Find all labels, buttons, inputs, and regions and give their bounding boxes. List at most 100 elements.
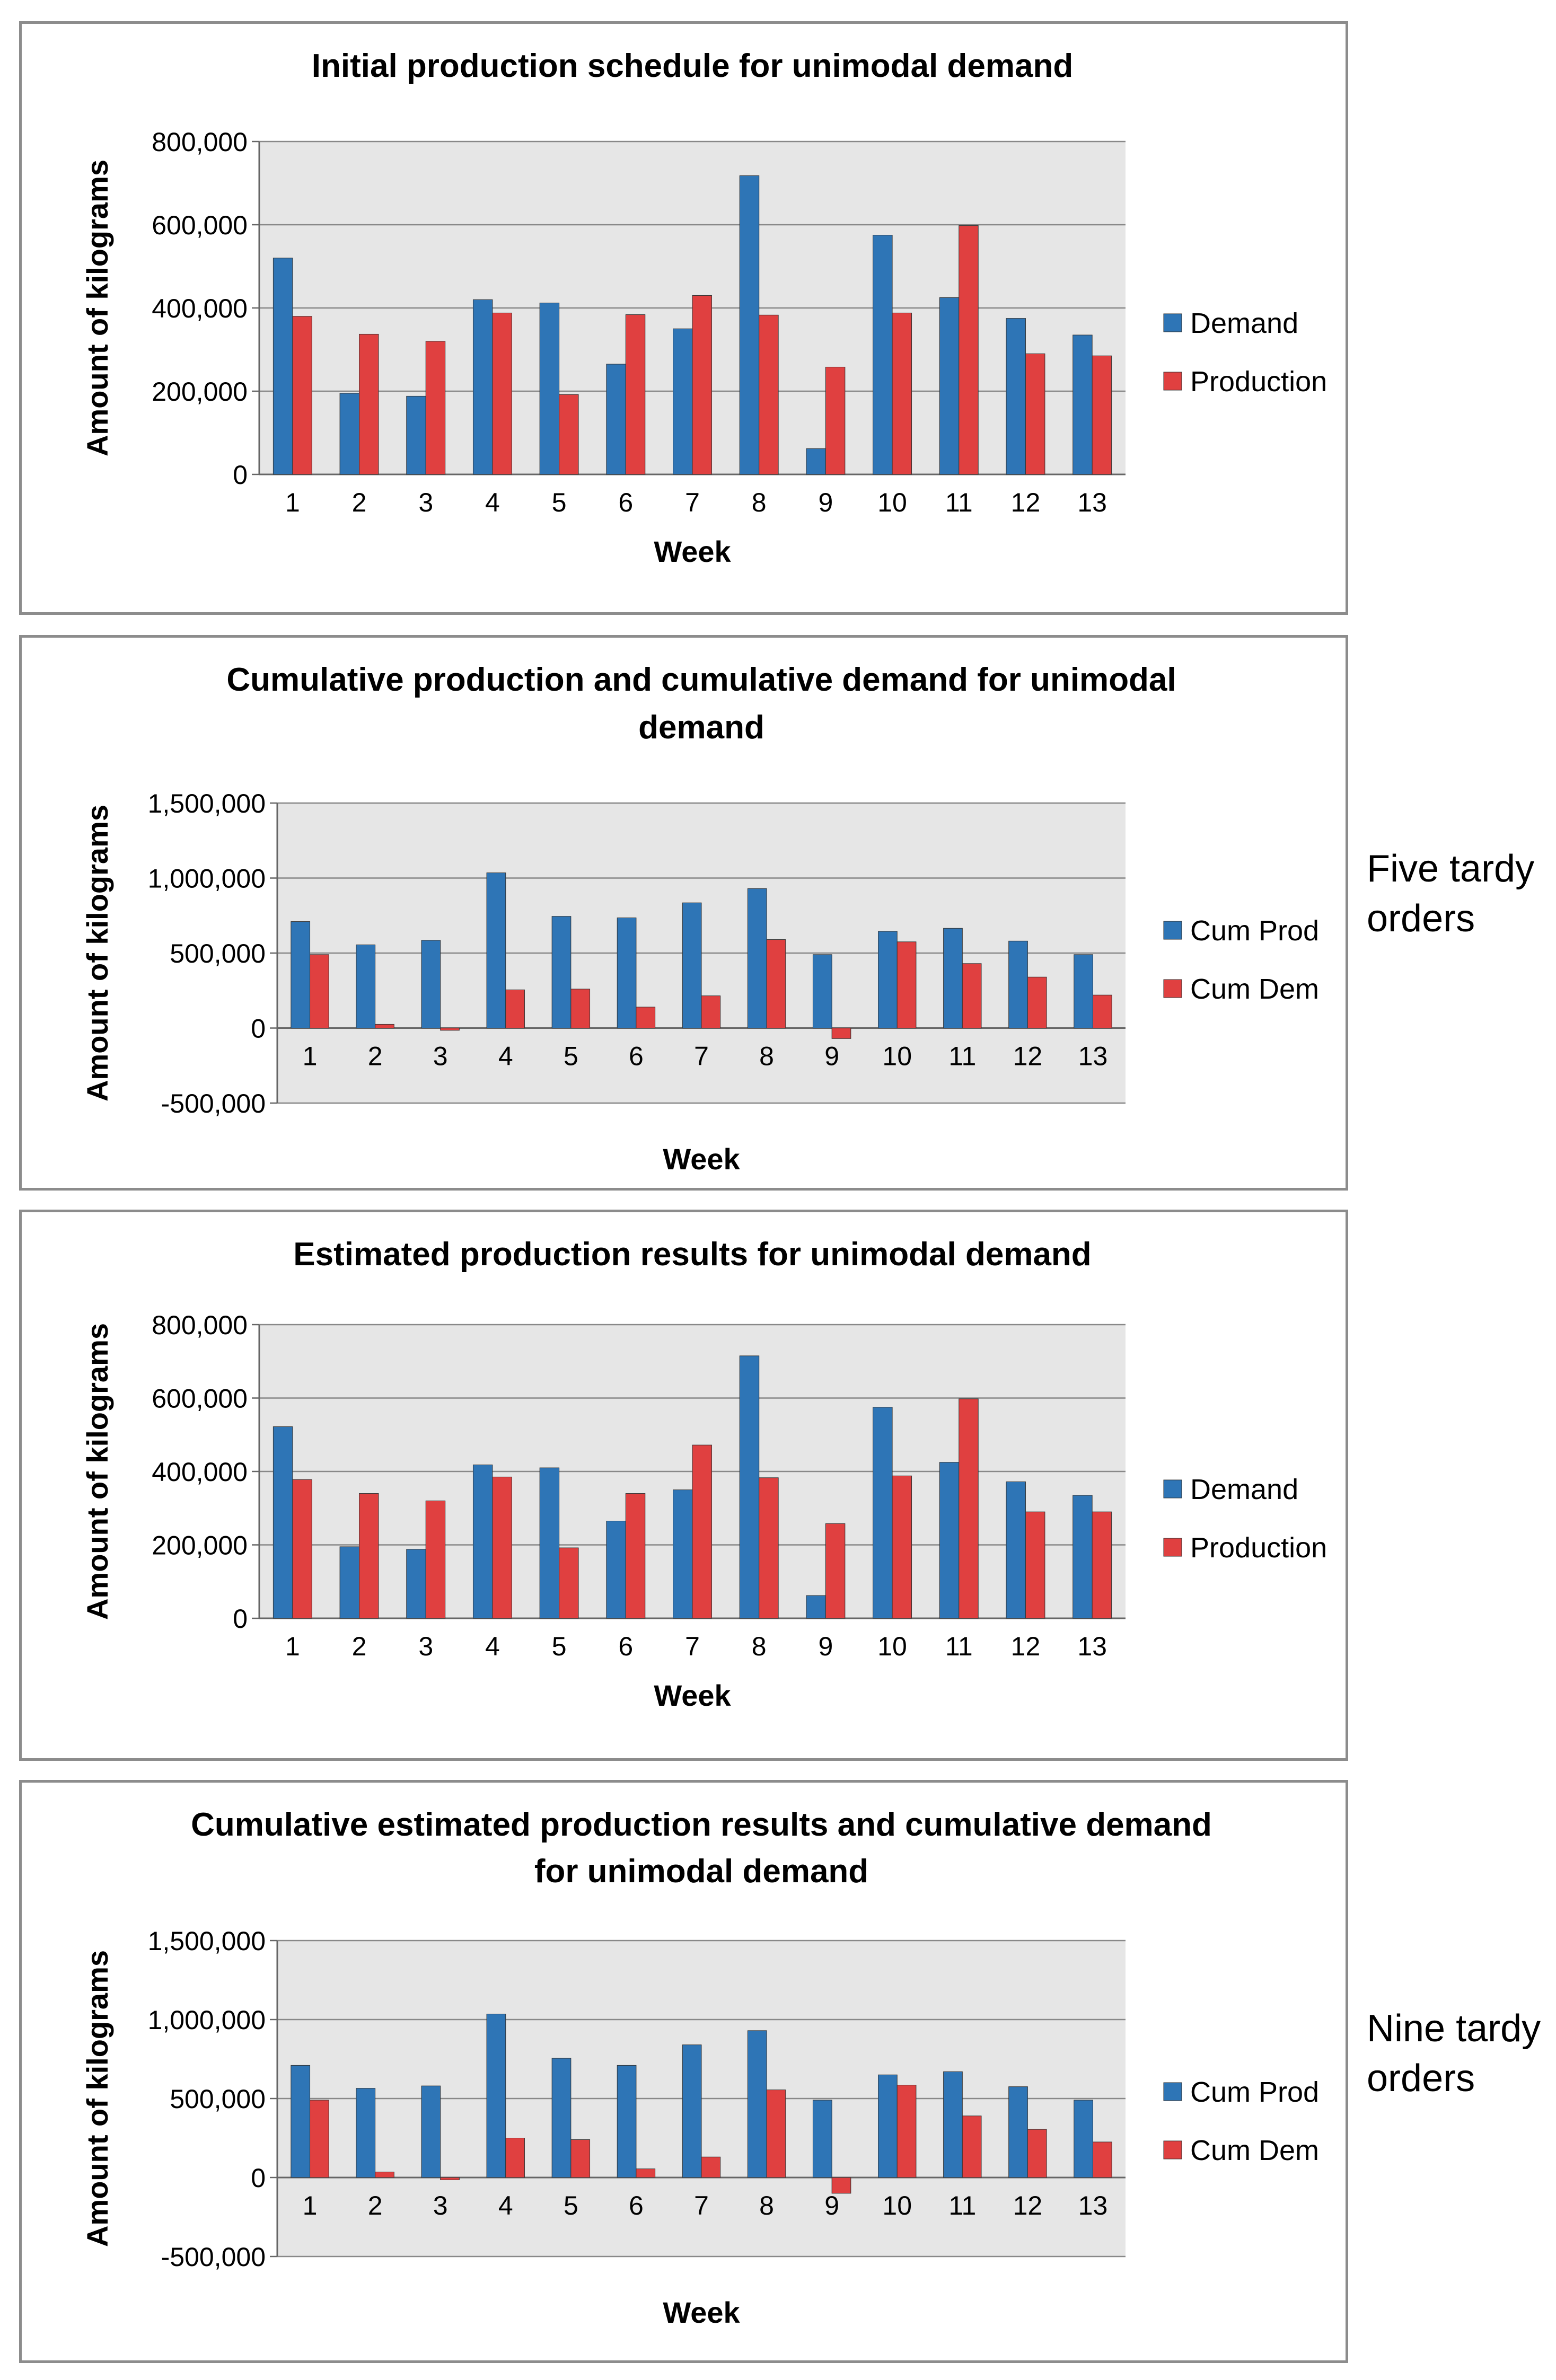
bar-demand xyxy=(339,1546,360,1619)
bar-cum-dem xyxy=(375,1024,394,1028)
bar-cum-dem xyxy=(896,2085,917,2178)
x-tick-label: 8 xyxy=(752,1632,767,1661)
bar-cum-dem xyxy=(310,954,329,1029)
x-tick-label: 2 xyxy=(352,1632,367,1661)
bar-cum-dem xyxy=(962,2115,982,2178)
chart-panel-initial-schedule: Initial production schedule for unimodal… xyxy=(19,21,1348,615)
x-tick-label: 13 xyxy=(1078,1042,1108,1071)
x-tick-label: 11 xyxy=(948,1042,976,1071)
x-tick-label: 4 xyxy=(485,488,500,517)
y-axis-label: Amount of kilograms xyxy=(81,160,114,456)
x-tick-label: 10 xyxy=(882,2191,912,2220)
bar-cum-dem xyxy=(440,2177,460,2180)
bar-cum-prod xyxy=(617,917,637,1028)
x-tick-label: 9 xyxy=(818,488,833,517)
bar-cum-prod xyxy=(486,872,506,1028)
bar-demand xyxy=(606,364,626,475)
bar-demand xyxy=(1073,334,1093,475)
y-axis-label: Amount of kilograms xyxy=(81,805,114,1101)
x-axis-label: Week xyxy=(654,1679,731,1712)
bar-demand xyxy=(739,175,760,475)
bar-demand xyxy=(1006,1481,1026,1619)
y-tick-label: 800,000 xyxy=(152,127,248,157)
bar-cum-prod xyxy=(1008,2086,1028,2178)
x-tick-label: 1 xyxy=(303,1042,318,1071)
bar-cum-dem xyxy=(962,963,982,1028)
bar-production xyxy=(559,394,579,475)
chart-initial-schedule: Initial production schedule for unimodal… xyxy=(81,48,1327,568)
x-tick-label: 11 xyxy=(948,2191,976,2220)
bar-cum-prod xyxy=(812,2100,832,2178)
bar-production xyxy=(492,1476,512,1619)
x-tick-label: 11 xyxy=(945,1632,973,1661)
bar-demand xyxy=(939,297,960,475)
y-tick-label: 200,000 xyxy=(152,377,248,407)
bar-demand xyxy=(339,393,360,475)
bar-production xyxy=(759,314,779,475)
bar-demand xyxy=(472,1465,493,1619)
x-tick-label: 3 xyxy=(433,1042,448,1071)
x-tick-label: 6 xyxy=(618,488,633,517)
bar-cum-dem xyxy=(766,939,786,1029)
annotation-nine-tardy-orders: Nine tardy orders xyxy=(1367,2007,1541,2100)
bar-production xyxy=(625,1493,646,1619)
legend-label: Cum Prod xyxy=(1190,2076,1319,2108)
x-tick-label: 12 xyxy=(1011,488,1041,517)
bar-cum-prod xyxy=(486,2014,506,2178)
y-tick-label: 600,000 xyxy=(152,1384,248,1414)
bar-demand xyxy=(406,1549,426,1619)
x-tick-label: 5 xyxy=(552,1632,567,1661)
legend-label: Production xyxy=(1190,1532,1327,1564)
bar-production xyxy=(625,314,646,475)
bar-cum-dem xyxy=(440,1028,460,1031)
bar-demand xyxy=(539,1467,560,1619)
y-tick-label: 400,000 xyxy=(152,294,248,323)
chart-panel-estimated-results: Estimated production results for unimoda… xyxy=(19,1210,1348,1761)
bar-demand xyxy=(272,258,293,475)
y-tick-label: 0 xyxy=(233,460,248,490)
bar-cum-prod xyxy=(682,2044,702,2178)
legend-swatch xyxy=(1163,313,1182,332)
y-tick-label: 500,000 xyxy=(170,2084,266,2114)
x-tick-label: 10 xyxy=(882,1042,912,1071)
chart-panel-cumulative-production: Cumulative production and cumulative dem… xyxy=(19,635,1348,1191)
legend-swatch xyxy=(1163,1479,1182,1498)
x-tick-label: 12 xyxy=(1013,2191,1043,2220)
bar-production xyxy=(492,312,512,475)
bar-production xyxy=(759,1477,779,1619)
bar-cum-dem xyxy=(636,1007,656,1029)
legend-swatch xyxy=(1163,372,1182,391)
bar-cum-dem xyxy=(1027,976,1047,1029)
chart-cumulative-estimated: Cumulative estimated production results … xyxy=(81,1806,1319,2329)
x-tick-label: 8 xyxy=(759,1042,774,1071)
x-tick-label: 13 xyxy=(1077,1632,1107,1661)
legend-label: Cum Dem xyxy=(1190,2135,1319,2166)
y-axis-label: Amount of kilograms xyxy=(81,1323,114,1620)
bar-production xyxy=(892,1475,912,1619)
bar-demand xyxy=(806,448,826,475)
legend-swatch xyxy=(1163,1538,1182,1557)
bar-cum-prod xyxy=(747,2030,767,2178)
bar-demand xyxy=(606,1520,626,1619)
x-axis-label: Week xyxy=(663,2296,740,2329)
x-tick-label: 1 xyxy=(303,2191,318,2220)
bar-demand xyxy=(1073,1495,1093,1619)
bar-demand xyxy=(539,303,560,475)
bar-cum-prod xyxy=(421,940,441,1028)
x-tick-label: 9 xyxy=(824,2191,839,2220)
bar-production xyxy=(825,366,846,475)
chart-title: Estimated production results for unimoda… xyxy=(293,1236,1091,1273)
y-tick-label: 600,000 xyxy=(152,210,248,240)
bar-cum-dem xyxy=(1092,994,1112,1028)
legend-label: Cum Dem xyxy=(1190,973,1319,1005)
bar-cum-dem xyxy=(1092,2141,1112,2178)
y-tick-label: -500,000 xyxy=(161,2242,266,2272)
bar-production xyxy=(1092,1511,1112,1619)
bar-cum-prod xyxy=(878,931,898,1029)
bar-production xyxy=(692,1444,712,1619)
bar-cum-prod xyxy=(1074,2100,1093,2178)
bar-cum-prod xyxy=(812,954,832,1029)
bar-demand xyxy=(939,1462,960,1619)
bar-production xyxy=(959,225,979,475)
bar-cum-dem xyxy=(570,2139,591,2178)
